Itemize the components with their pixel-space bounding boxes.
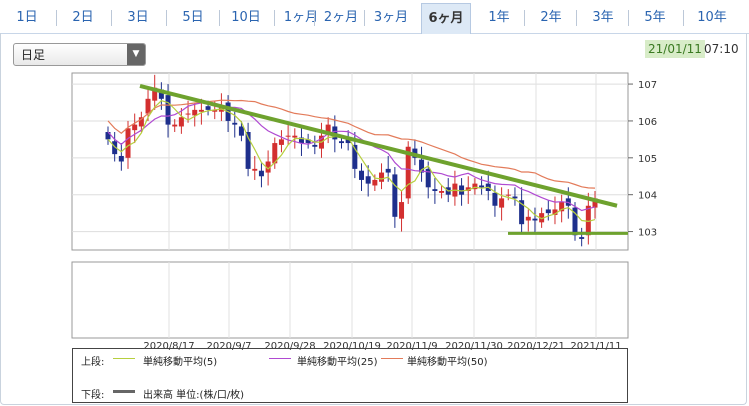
tab-separator bbox=[683, 10, 684, 26]
chart-type-value: 日足 bbox=[21, 48, 46, 62]
chart-legend: 上段: 単純移動平均(5) 単純移動平均(25) 単純移動平均(50) 下段: … bbox=[72, 348, 628, 403]
legend-volume-swatch bbox=[113, 390, 135, 393]
tab-6[interactable]: 2ヶ月 bbox=[323, 10, 359, 25]
tab-separator bbox=[364, 10, 365, 26]
legend-ma25-label: 単純移動平均(25) bbox=[297, 357, 378, 368]
tab-9[interactable]: 1年 bbox=[488, 10, 510, 25]
legend-lower-label: 下段: bbox=[81, 390, 105, 401]
tab-5[interactable]: 1ヶ月 bbox=[283, 10, 319, 25]
legend-ma50-swatch bbox=[381, 358, 403, 359]
chart-panel bbox=[0, 33, 747, 405]
tab-10[interactable]: 2年 bbox=[540, 10, 562, 25]
chart-type-select[interactable]: 日足 ▼ bbox=[13, 43, 146, 66]
timestamp-date: 21/01/11 bbox=[645, 40, 705, 58]
period-tab-bar: 1日 2日 3日 5日 10日 1ヶ月 2ヶ月 3ヶ月 6ヶ月 1年 2年 3年 5年 10年 bbox=[0, 0, 749, 34]
tab-12[interactable]: 5年 bbox=[644, 10, 666, 25]
tab-separator bbox=[56, 10, 57, 26]
tab-1[interactable]: 2日 bbox=[72, 10, 94, 25]
tab-separator bbox=[274, 10, 275, 26]
tab-4[interactable]: 10日 bbox=[231, 10, 261, 25]
tab-3[interactable]: 5日 bbox=[182, 10, 204, 25]
legend-ma25-swatch bbox=[269, 358, 291, 359]
tab-separator bbox=[524, 10, 525, 26]
tab-7[interactable]: 3ヶ月 bbox=[373, 10, 409, 25]
tab-11[interactable]: 3年 bbox=[592, 10, 614, 25]
tab-separator bbox=[166, 10, 167, 26]
tab-8[interactable]: 6ヶ月 bbox=[421, 3, 471, 34]
legend-ma50-label: 単純移動平均(50) bbox=[407, 357, 488, 368]
legend-upper-label: 上段: bbox=[81, 357, 105, 368]
legend-volume-label: 出来高 単位:(株/口/枚) bbox=[143, 390, 245, 401]
tab-separator bbox=[576, 10, 577, 26]
tab-separator bbox=[111, 10, 112, 26]
legend-ma5-swatch bbox=[113, 358, 135, 359]
chevron-down-icon: ▼ bbox=[127, 44, 145, 65]
legend-ma5-label: 単純移動平均(5) bbox=[143, 357, 218, 368]
tab-separator bbox=[314, 10, 315, 26]
tab-separator bbox=[219, 10, 220, 26]
tab-0[interactable]: 1日 bbox=[16, 10, 38, 25]
timestamp-time: 07:10 bbox=[704, 42, 739, 56]
tab-2[interactable]: 3日 bbox=[127, 10, 149, 25]
tab-separator bbox=[628, 10, 629, 26]
tab-13[interactable]: 10年 bbox=[697, 10, 727, 25]
